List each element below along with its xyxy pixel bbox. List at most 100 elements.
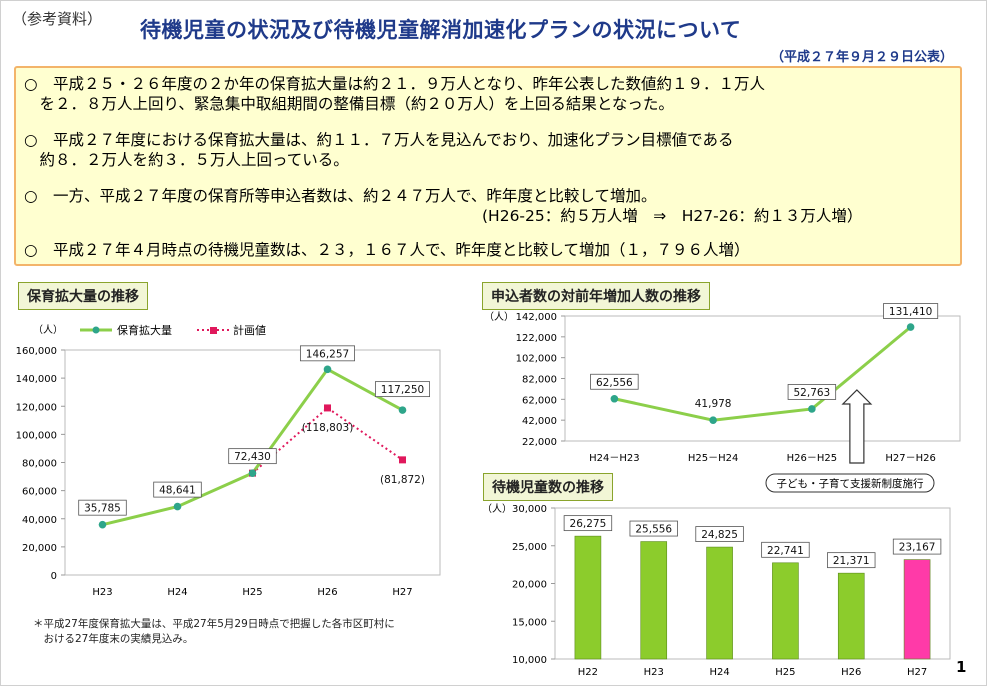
new-system-callout — [765, 473, 935, 493]
x-tick-label: H24 — [709, 667, 729, 678]
legend-marker-plan — [210, 327, 217, 334]
y-tick-label: 22,000 — [522, 437, 557, 448]
x-tick-label: H25－H24 — [688, 453, 739, 464]
x-tick-label: H25 — [242, 587, 262, 598]
y-tick-label: 160,000 — [16, 346, 57, 357]
data-point — [906, 323, 915, 331]
chart3-title: 待機児童数の推移 — [483, 473, 613, 501]
data-label: 52,763 — [794, 387, 831, 399]
expansion-line-chart: 0 20,000 40,000 60,000 80,000 100,000 120,000 1… — [16, 323, 441, 598]
data-point — [709, 416, 717, 424]
bar-data-label-box — [629, 520, 678, 537]
footnote: ＊平成27年度保育拡大量は、平成27年5月29日時点で把握した各市区町村に おけ… — [33, 618, 395, 645]
data-label-box — [787, 384, 837, 400]
new-system-callout-text: 子ども・子育て支援新制度施行 — [777, 477, 924, 490]
y-tick-label: 20,000 — [22, 543, 57, 554]
data-label-box — [883, 303, 939, 319]
summary-point-2: ○ 平成２７年度における保育拡大量は、約１１．７万人を見込んでおり、加速化プラン… — [24, 131, 734, 169]
bar-data-label-box — [827, 552, 876, 569]
new-system-arrow — [841, 389, 873, 464]
y-axis-unit: （人） — [33, 324, 63, 336]
y-axis-unit: （人） — [484, 311, 514, 323]
y-tick-label: 80,000 — [22, 459, 57, 470]
summary-point-4: ○ 平成２７年４月時点の待機児童数は、２３，１６７人で、昨年度と比較して増加（１… — [24, 241, 750, 259]
bar — [903, 559, 931, 660]
x-tick-label: H24 — [167, 587, 187, 598]
x-tick-label: H27 — [907, 667, 927, 678]
plan-point — [399, 456, 406, 464]
x-tick-label: H25 — [775, 667, 795, 678]
y-tick-label: 20,000 — [512, 580, 547, 591]
y-axis-unit: （人） — [482, 503, 512, 515]
x-tick-label: H24－H23 — [589, 453, 640, 464]
expansion-data-label-box — [78, 499, 127, 516]
bar-data-label-box — [695, 526, 744, 542]
publication-date: （平成２７年９月２９日公表） — [770, 50, 953, 65]
expansion-data-label-box — [228, 448, 277, 465]
bar — [640, 541, 668, 660]
x-tick-label: H26 — [317, 587, 337, 598]
y-tick-label: 120,000 — [16, 402, 57, 413]
expansion-data-label-box — [374, 381, 430, 398]
summary-point-3-detail: (H26-25：約５万人増 ⇒ H27-26：約１３万人増） — [482, 207, 863, 225]
chart2-title: 申込者数の対前年増加人数の推移 — [482, 282, 710, 310]
y-tick-label: 142,000 — [516, 312, 557, 323]
data-label: 41,978 — [695, 398, 732, 410]
bar-data-label: 22,741 — [767, 545, 804, 557]
data-label: 62,556 — [596, 377, 633, 389]
bar — [706, 546, 733, 660]
bar-data-label-box — [761, 541, 810, 558]
chart1-title: 保育拡大量の推移 — [18, 282, 148, 310]
bar-data-label: 21,371 — [833, 555, 870, 567]
expansion-data-label: 72,430 — [234, 451, 271, 463]
data-label-box — [590, 373, 639, 390]
x-tick-label: H26 — [841, 667, 861, 678]
expansion-data-label-box — [153, 481, 202, 498]
y-tick-label: 42,000 — [522, 416, 557, 427]
y-tick-label: 15,000 — [512, 617, 547, 628]
page-number: 1 — [956, 658, 967, 676]
expansion-point — [248, 469, 257, 477]
y-tick-label: 62,000 — [522, 395, 557, 406]
applicant-increase-line-chart: 22,000 42,000 62,000 82,000 102,000 122,000 14… — [484, 303, 961, 493]
y-tick-label: 100,000 — [16, 430, 57, 441]
legend-label-plan: 計画値 — [233, 323, 266, 337]
expansion-point — [173, 502, 182, 511]
bar-data-label: 23,167 — [899, 542, 936, 554]
y-tick-label: 0 — [51, 571, 57, 582]
plan-data-label: (81,872) — [380, 474, 425, 486]
summary-point-1: ○ 平成２５・２６年度の２か年の保育拡大量は約２１．９万人となり、昨年公表した数… — [24, 75, 765, 113]
summary-box: ○ 平成２５・２６年度の２か年の保育拡大量は約２１．９万人となり、昨年公表した数… — [14, 66, 962, 266]
y-tick-label: 102,000 — [516, 354, 557, 365]
bar-data-label: 25,556 — [635, 524, 672, 536]
expansion-data-label: 35,785 — [84, 503, 121, 515]
waiting-children-bar-chart: 10,000 15,000 20,000 25,000 30,000（人） 26,275 H… — [482, 503, 951, 678]
expansion-data-label: 146,257 — [306, 348, 349, 360]
y-tick-label: 40,000 — [22, 515, 57, 526]
expansion-point — [398, 406, 407, 414]
series-expansion-line — [102, 367, 404, 527]
bar — [772, 562, 799, 660]
expansion-data-label: 117,250 — [381, 384, 424, 396]
bar — [837, 572, 865, 660]
series-plan-line — [251, 406, 404, 474]
legend-label-expansion: 保育拡大量 — [117, 323, 172, 337]
legend-marker-expansion — [92, 326, 100, 334]
x-tick-label: H23 — [92, 587, 112, 598]
x-tick-label: H23 — [644, 667, 664, 678]
expansion-point — [98, 520, 107, 529]
bar — [574, 535, 602, 660]
expansion-data-label-box — [299, 345, 355, 362]
x-tick-label: H22 — [578, 667, 598, 678]
reference-label: （参考資料） — [12, 10, 103, 28]
x-tick-label: H26－H25 — [787, 453, 838, 464]
data-label: 131,410 — [889, 306, 932, 318]
summary-point-3: ○ 一方、平成２７年度の保育所等申込者数は、約２４７万人で、昨年度と比較して増加… — [24, 187, 657, 205]
series-line — [614, 325, 912, 422]
plan-data-label: (118,803) — [302, 422, 354, 434]
bar-data-label-box — [892, 538, 942, 555]
x-tick-label: H27 — [392, 587, 412, 598]
y-tick-label: 140,000 — [16, 374, 57, 385]
y-tick-label: 122,000 — [516, 333, 557, 344]
expansion-point — [323, 365, 332, 374]
